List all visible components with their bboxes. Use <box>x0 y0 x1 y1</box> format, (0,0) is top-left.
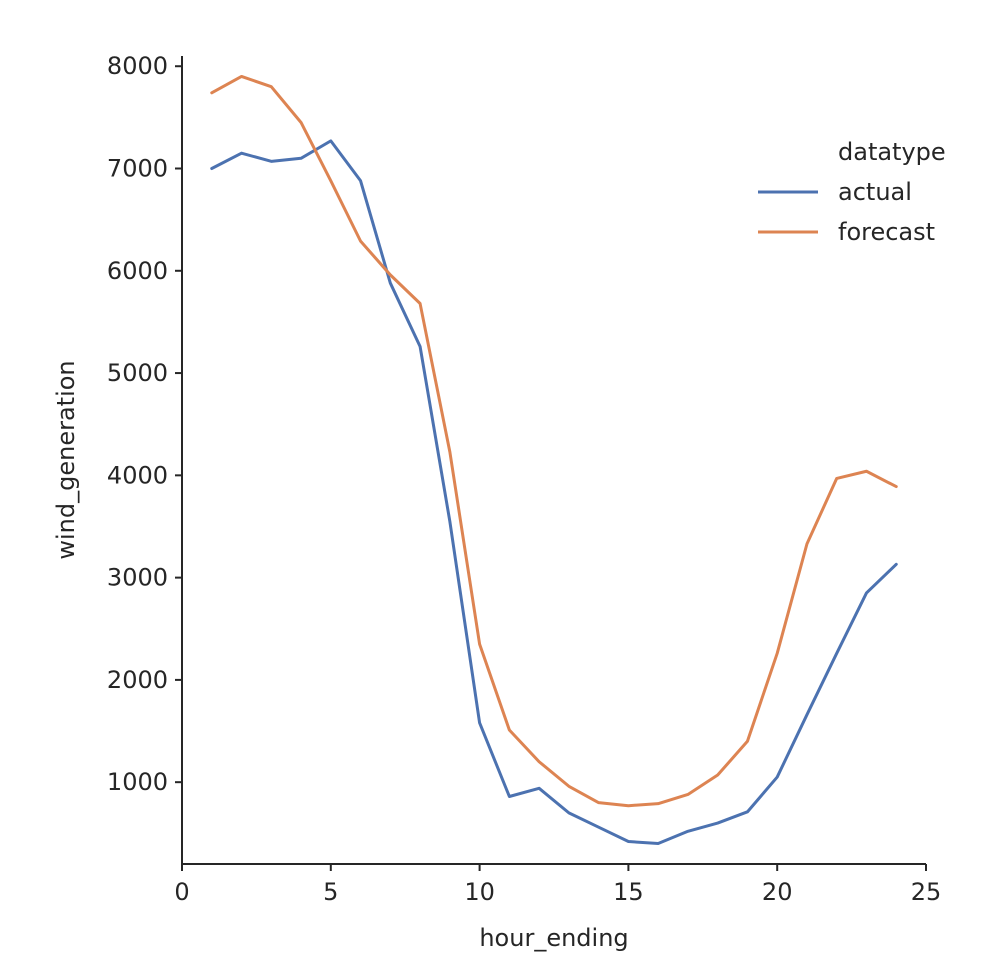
legend-label-actual: actual <box>838 178 912 206</box>
x-axis-label: hour_ending <box>479 924 628 952</box>
series-layer <box>210 74 898 846</box>
x-tick-label: 10 <box>464 878 495 906</box>
series-line-actual <box>210 139 898 846</box>
legend-label-forecast: forecast <box>838 218 935 246</box>
x-tick-label: 0 <box>174 878 189 906</box>
x-tick-label: 25 <box>911 878 942 906</box>
legend-items: actual forecast <box>758 178 935 246</box>
y-tick-label: 4000 <box>107 461 168 489</box>
x-tick-label: 15 <box>613 878 644 906</box>
y-tick-label: 6000 <box>107 257 168 285</box>
y-tick-label: 2000 <box>107 666 168 694</box>
y-tick-label: 8000 <box>107 52 168 80</box>
y-tick-label: 3000 <box>107 564 168 592</box>
legend-title: datatype <box>838 138 946 166</box>
series-line-forecast <box>210 74 898 808</box>
legend: datatype actual forecast <box>758 138 946 246</box>
y-axis-label: wind_generation <box>52 360 80 559</box>
x-axis-ticks: 0 5 10 15 20 25 <box>174 864 941 906</box>
y-tick-label: 5000 <box>107 359 168 387</box>
x-tick-label: 20 <box>762 878 793 906</box>
y-tick-label: 7000 <box>107 155 168 183</box>
y-tick-label: 1000 <box>107 768 168 796</box>
x-tick-label: 5 <box>323 878 338 906</box>
y-axis-ticks: 1000 2000 3000 4000 5000 6000 7000 8000 <box>107 52 182 796</box>
